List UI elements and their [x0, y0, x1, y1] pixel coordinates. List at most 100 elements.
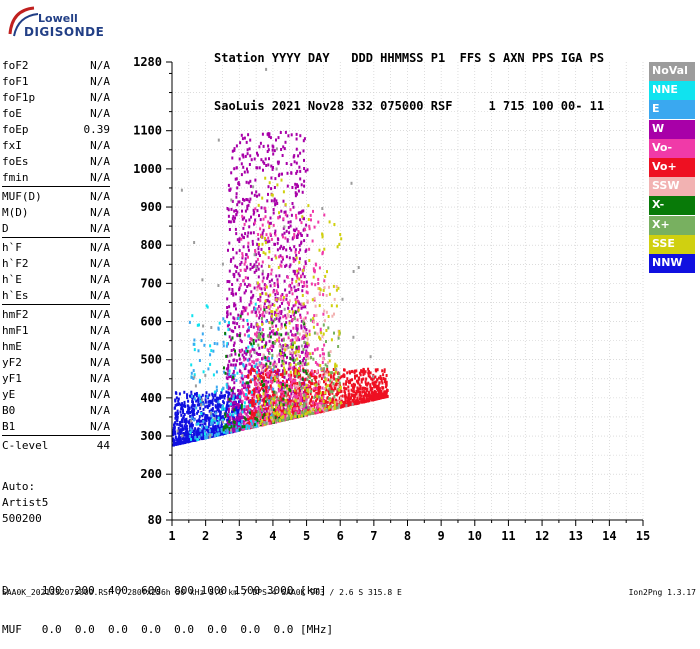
- echo-point-vominus: [291, 381, 293, 384]
- echo-point-voplus: [330, 376, 332, 379]
- echo-point-w: [270, 284, 272, 287]
- echo-point-e: [217, 327, 219, 330]
- echo-point-xminus: [264, 356, 266, 359]
- echo-point-w: [260, 158, 262, 161]
- echo-point-nnw: [199, 407, 201, 410]
- echo-point-w: [236, 213, 238, 216]
- echo-point-sse: [266, 286, 268, 289]
- echo-point-sse: [298, 309, 300, 312]
- echo-point-w: [247, 323, 249, 326]
- echo-point-nnw: [194, 427, 196, 430]
- echo-point-vominus: [300, 393, 302, 396]
- echo-point-w: [249, 147, 251, 150]
- echo-point-ssw: [307, 338, 309, 341]
- echo-point-w: [245, 257, 247, 260]
- echo-point-voplus: [350, 396, 352, 399]
- echo-point-w: [294, 270, 296, 273]
- echo-point-w: [290, 249, 292, 252]
- echo-point-w: [247, 170, 249, 173]
- echo-point-sse: [258, 243, 260, 246]
- echo-point-xminus: [244, 416, 246, 419]
- echo-point-voplus: [367, 368, 369, 371]
- echo-point-voplus: [369, 383, 371, 386]
- echo-point-sse: [266, 413, 268, 416]
- echo-point-vominus: [293, 334, 295, 337]
- echo-point-w: [261, 206, 263, 209]
- echo-point-voplus: [352, 399, 354, 402]
- echo-point-nne: [251, 391, 253, 394]
- echo-point-w: [247, 235, 249, 238]
- echo-point-vominus: [292, 292, 294, 295]
- echo-point-voplus: [348, 389, 350, 392]
- echo-point-ssw: [303, 330, 305, 333]
- echo-point-w: [305, 224, 307, 227]
- echo-point-w: [296, 170, 298, 173]
- echo-point-nnw: [212, 399, 214, 402]
- echo-point-voplus: [337, 392, 339, 395]
- echo-point-xminus: [249, 412, 251, 415]
- echo-point-w: [256, 195, 258, 198]
- echo-point-w: [290, 225, 292, 228]
- echo-point-xminus: [280, 333, 282, 336]
- echo-point-nnw: [186, 432, 188, 435]
- echo-point-w: [236, 334, 238, 337]
- echo-point-xplus: [261, 317, 263, 320]
- echo-point-xminus: [270, 335, 272, 338]
- echo-point-xplus: [295, 412, 297, 415]
- echo-point-vominus: [278, 390, 280, 393]
- echo-point-w: [260, 218, 262, 221]
- echo-point-e: [236, 429, 238, 432]
- echo-point-w: [306, 234, 308, 237]
- echo-point-vominus: [295, 298, 297, 301]
- echo-point-w: [229, 228, 231, 231]
- echo-point-xminus: [262, 416, 264, 419]
- echo-point-vominus: [244, 223, 246, 226]
- echo-point-vominus: [244, 384, 246, 387]
- echo-point-voplus: [286, 380, 288, 383]
- echo-point-voplus: [366, 383, 368, 386]
- echo-point-w: [267, 273, 269, 276]
- echo-point-w: [272, 145, 274, 148]
- echo-point-nne: [236, 372, 238, 375]
- echo-point-voplus: [253, 388, 255, 391]
- echo-point-w: [248, 400, 250, 403]
- echo-point-vominus: [290, 339, 292, 342]
- echo-point-xminus: [261, 380, 263, 383]
- echo-point-w: [242, 137, 244, 140]
- echo-point-w: [228, 189, 230, 192]
- echo-point-e: [189, 435, 191, 438]
- echo-point-w: [291, 307, 293, 310]
- echo-point-nne: [245, 393, 247, 396]
- echo-point-voplus: [379, 381, 381, 384]
- echo-point-nnw: [184, 424, 186, 427]
- echo-point-e: [211, 415, 213, 418]
- echo-point-voplus: [309, 385, 311, 388]
- echo-point-nnw: [206, 405, 208, 408]
- echo-point-w: [228, 288, 230, 291]
- echo-point-vominus: [287, 301, 289, 304]
- echo-point-voplus: [361, 398, 363, 401]
- echo-point-nne: [239, 395, 241, 398]
- echo-point-w: [252, 243, 254, 246]
- echo-point-e: [199, 396, 201, 399]
- echo-point-w: [298, 166, 300, 169]
- echo-point-w: [248, 218, 250, 221]
- echo-point-xminus: [233, 420, 235, 423]
- echo-point-xminus: [246, 381, 248, 384]
- echo-point-ssw: [315, 305, 317, 308]
- echo-point-voplus: [296, 402, 298, 405]
- echo-point-vominus: [274, 284, 276, 287]
- echo-point-nnw: [180, 438, 182, 441]
- echo-point-vominus: [297, 318, 299, 321]
- echo-point-w: [235, 232, 237, 235]
- echo-point-nnw: [183, 391, 185, 394]
- echo-point-e: [215, 412, 217, 415]
- echo-point-w: [303, 159, 305, 162]
- echo-point-w: [241, 417, 243, 420]
- echo-point-w: [250, 325, 252, 328]
- echo-point-e: [216, 433, 218, 436]
- echo-point-xminus: [283, 403, 285, 406]
- echo-point-w: [290, 220, 292, 223]
- echo-point-w: [284, 147, 286, 150]
- echo-point-vominus: [300, 400, 302, 403]
